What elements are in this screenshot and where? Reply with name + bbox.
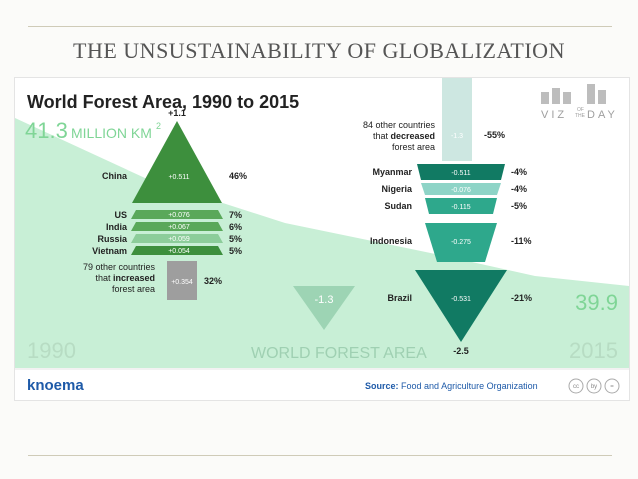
start-unit: MILLION KM [71,125,152,141]
source-line: Source: Food and Agriculture Organizatio… [365,381,538,391]
increase-other-line2: that increased [95,273,155,283]
end-value: 39.9 [575,290,618,315]
svg-text:VIZ: VIZ [541,109,567,121]
decrease-change-myanmar: -0.511 [451,170,470,177]
decrease-share-sudan: -5% [511,201,527,211]
increase-change-us: +0.076 [168,212,190,219]
infographic-graphics: World Forest Area, 1990 to 2015 41.3 MIL… [15,78,629,400]
slide-title: THE UNSUSTAINABILITY OF GLOBALIZATION [0,38,638,64]
cc-icon: cc [573,384,579,390]
decrease-share-myanmar: -4% [511,167,527,177]
increase-change-other: +0.354 [171,279,193,286]
increase-name-india: India [106,222,128,232]
start-unit-sup: 2 [156,121,161,131]
top-rule [28,26,612,27]
knoema-logo: knoema [27,377,84,394]
infographic-title: World Forest Area, 1990 to 2015 [27,92,299,112]
infographic-image: World Forest Area, 1990 to 2015 41.3 MIL… [14,77,630,401]
increase-name-china: China [102,171,128,181]
decrease-share-nigeria: -4% [511,184,527,194]
decrease-name-brazil: Brazil [387,293,412,303]
svg-text:DAY: DAY [587,109,618,121]
increase-change-vietnam: +0.054 [168,248,190,255]
viz-of-the-day-logo: VIZ OF THE DAY [541,84,618,121]
decrease-change-indonesia: -0.275 [451,239,471,246]
increase-total: +1.1 [168,108,186,118]
decrease-total: -2.5 [453,346,469,356]
decrease-other-line3: forest area [392,142,435,152]
bottom-rule [28,455,612,456]
increase-name-russia: Russia [97,234,128,244]
decrease-name-myanmar: Myanmar [372,167,412,177]
decrease-change-other: -1.3 [451,133,463,140]
year-end: 2015 [569,338,618,363]
start-value: 41.3 [25,118,68,143]
decrease-name-sudan: Sudan [384,201,412,211]
svg-text:THE: THE [575,113,586,119]
increase-share-vietnam: 5% [229,246,242,256]
increase-change-russia: +0.059 [168,236,190,243]
world-forest-area-label: WORLD FOREST AREA [251,345,427,362]
decrease-change-sudan: -0.115 [451,204,470,211]
decrease-share-brazil: -21% [511,293,532,303]
decrease-change-nigeria: -0.076 [451,187,471,194]
increase-share-us: 7% [229,210,242,220]
decrease-share-indonesia: -11% [511,236,532,246]
increase-name-us: US [114,210,127,220]
decrease-share-other: -55% [484,130,505,140]
decrease-change-brazil: -0.531 [451,296,471,303]
increase-share-india: 6% [229,222,242,232]
increase-other-line3: forest area [112,284,155,294]
decrease-other-line2: that decreased [373,131,435,141]
decrease-other-line1: 84 other countries [363,120,436,130]
decrease-name-nigeria: Nigeria [381,184,413,194]
decrease-other-bar [442,78,472,161]
increase-change-india: +0.067 [168,224,190,231]
increase-share-other: 32% [204,276,222,286]
by-icon: by [591,384,597,390]
increase-change-china: +0.511 [168,174,189,181]
decrease-name-indonesia: Indonesia [370,236,413,246]
increase-name-vietnam: Vietnam [92,246,127,256]
increase-share-china: 46% [229,171,247,181]
year-start: 1990 [27,338,76,363]
increase-share-russia: 5% [229,234,242,244]
world-change-value: -1.3 [315,294,334,306]
nd-icon: = [610,384,614,390]
increase-other-line1: 79 other countries [83,262,156,272]
